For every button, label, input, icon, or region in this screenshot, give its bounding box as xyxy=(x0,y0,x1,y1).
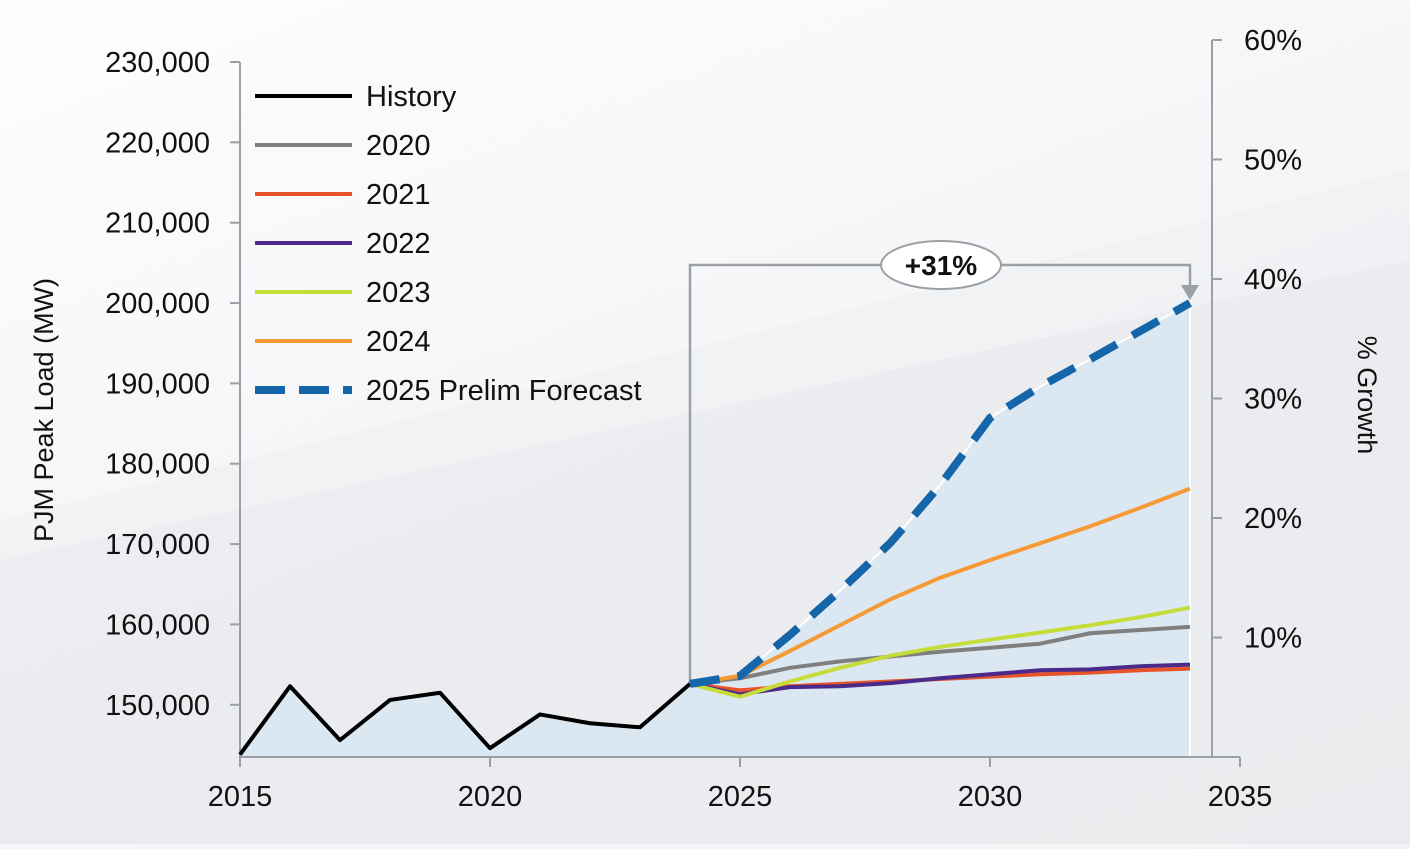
series-line-2022 xyxy=(689,662,1191,697)
annotation-arrowhead xyxy=(1181,285,1199,300)
legend-label: 2021 xyxy=(366,179,431,211)
x-tick-label: 2025 xyxy=(708,781,773,813)
y-tick-label: 190,000 xyxy=(105,368,210,400)
legend-label: 2025 Prelim Forecast xyxy=(366,375,642,407)
annotation-bubble xyxy=(880,240,1002,290)
y-tick-label: 170,000 xyxy=(105,529,210,561)
y-right-tick-label: 20% xyxy=(1244,503,1302,535)
series-line-2020 xyxy=(689,624,1191,686)
series-line-2023 xyxy=(689,605,1191,699)
legend: History 2020 2021 2022 2023 2024 2025 Prelim F… xyxy=(255,81,642,407)
growth-annotation-label: +31% xyxy=(905,250,977,281)
y-tick-label: 160,000 xyxy=(105,609,210,641)
x-tick-label: 2035 xyxy=(1208,781,1273,813)
y-right-tick-label: 10% xyxy=(1244,623,1302,655)
legend-label: 2022 xyxy=(366,228,431,260)
y-right-tick-label: 30% xyxy=(1244,384,1302,416)
legend-label: 2020 xyxy=(366,130,431,162)
y-tick-label: 220,000 xyxy=(105,127,210,159)
legend-label: 2024 xyxy=(366,326,431,358)
series-line-2025-prelim-forecast xyxy=(689,299,1192,688)
y-tick-label: 200,000 xyxy=(105,288,210,320)
y-right-tick-label: 40% xyxy=(1244,264,1302,296)
x-tick-label: 2020 xyxy=(458,781,523,813)
x-tick-label: 2015 xyxy=(208,781,273,813)
annotation-layer: +31% xyxy=(688,240,1199,684)
axes-layer: 150,000 160,000 170,000 180,000 190,000 200,0… xyxy=(105,25,1302,813)
y-tick-label: 230,000 xyxy=(105,47,210,79)
legend-label: History xyxy=(366,81,457,113)
y-tick-label: 180,000 xyxy=(105,449,210,481)
x-tick-label: 2030 xyxy=(958,781,1023,813)
series-layer xyxy=(238,299,1192,756)
y-tick-label: 210,000 xyxy=(105,208,210,240)
background-sheen xyxy=(0,0,1410,520)
y-right-tick-label: 50% xyxy=(1244,145,1302,177)
y-axis-title: PJM Peak Load (MW) xyxy=(29,278,59,542)
y-tick-label: 150,000 xyxy=(105,690,210,722)
series-line-2024 xyxy=(689,486,1191,686)
y-axis-right-title: % Growth xyxy=(1352,336,1382,455)
legend-label: 2023 xyxy=(366,277,431,309)
series-line-history xyxy=(238,682,692,756)
y-right-tick-label: 60% xyxy=(1244,25,1302,57)
